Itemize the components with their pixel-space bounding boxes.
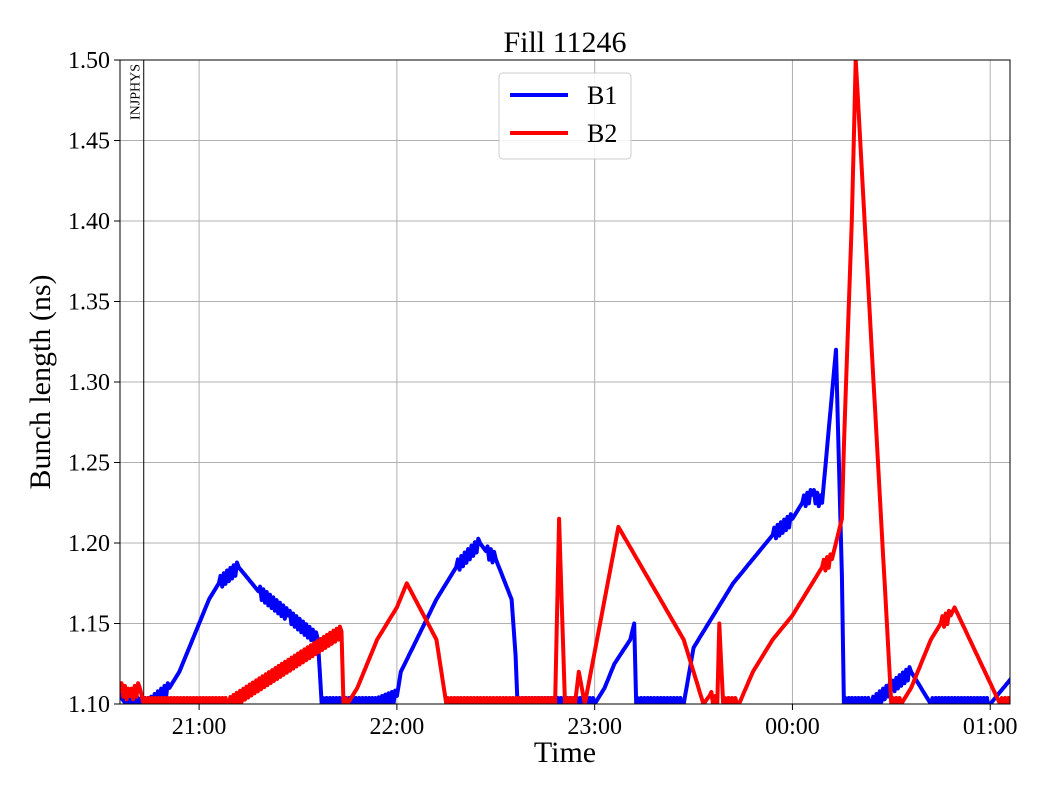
y-tick-label: 1.10 <box>68 692 110 718</box>
chart-title: Fill 11246 <box>503 26 626 59</box>
x-tick-label: 21:00 <box>172 714 227 740</box>
x-tick-label: 22:00 <box>370 714 425 740</box>
series-line-b1 <box>120 347 1010 704</box>
x-axis-title: Time <box>534 736 596 769</box>
y-tick-label: 1.15 <box>68 612 110 638</box>
x-tick-label: 23:00 <box>567 714 622 740</box>
series-line-b2 <box>120 60 1010 704</box>
y-tick-label: 1.50 <box>68 48 110 74</box>
x-tick-label: 00:00 <box>765 714 820 740</box>
y-tick-label: 1.40 <box>68 209 110 235</box>
event-marker-label: INJPHYS <box>129 64 144 120</box>
series-b1 <box>120 347 1010 704</box>
y-tick-label: 1.20 <box>68 531 110 557</box>
series-b2 <box>120 60 1010 704</box>
legend: B1 B2 <box>498 72 632 160</box>
axis-ticks: 1.10 1.15 1.20 1.25 1.30 1.35 1.40 1.45 1.50 21:0… <box>68 48 1018 740</box>
y-tick-label: 1.45 <box>68 129 110 155</box>
y-axis-title: Bunch length (ns) <box>24 275 57 490</box>
x-tick-label: 01:00 <box>963 714 1018 740</box>
series-lines <box>120 60 1010 704</box>
legend-label-b2: B2 <box>587 119 617 148</box>
y-tick-label: 1.25 <box>68 451 110 477</box>
legend-label-b1: B1 <box>587 81 617 110</box>
y-tick-label: 1.30 <box>68 370 110 396</box>
y-tick-label: 1.35 <box>68 290 110 316</box>
event-markers: INJPHYSSETUP <box>129 60 145 704</box>
